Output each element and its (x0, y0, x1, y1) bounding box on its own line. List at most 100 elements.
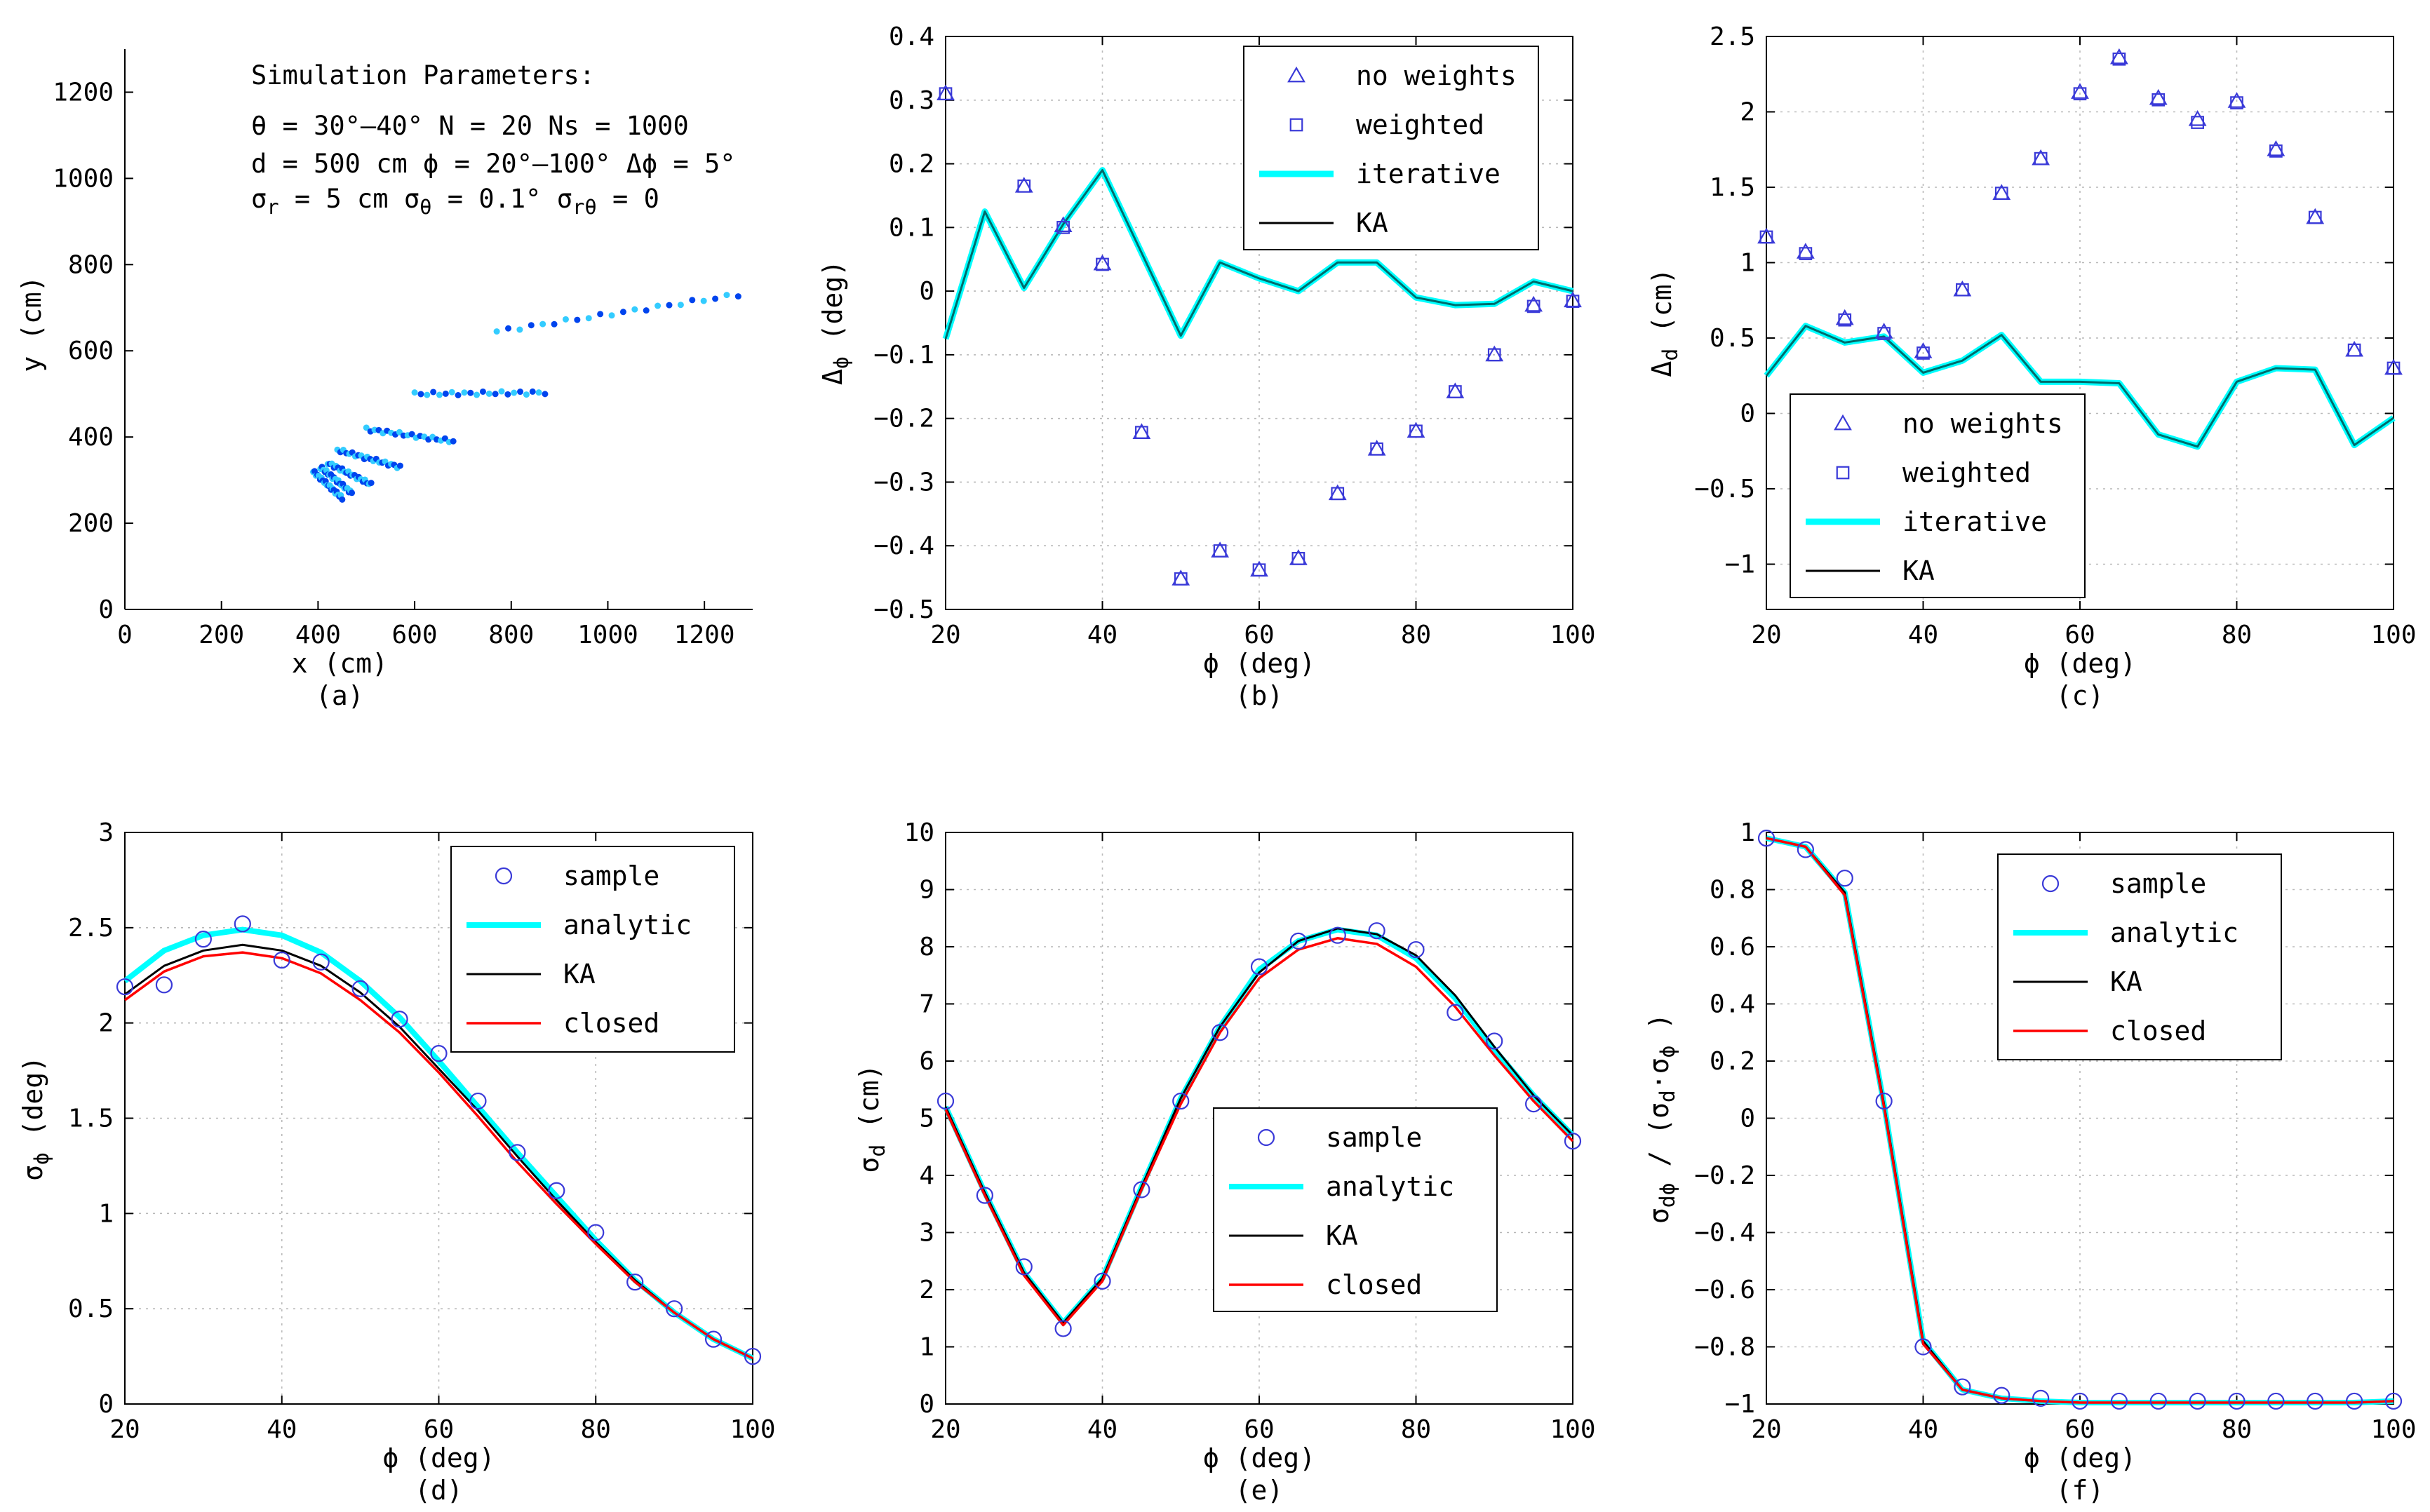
square-marker (1370, 442, 1383, 456)
circle-marker (1172, 1092, 1190, 1110)
square-marker (1252, 563, 1266, 577)
y-axis-label: σdϕ / (σd·σϕ ) (1644, 1013, 1679, 1224)
scatter-point (504, 391, 511, 398)
scatter-point (608, 312, 615, 319)
scatter-point (723, 292, 730, 299)
y-tick-label: 7 (919, 990, 934, 1019)
x-tick-label: 600 (392, 621, 438, 649)
circle-marker (2307, 1392, 2324, 1410)
triangle-marker (1524, 295, 1543, 312)
square-marker (1331, 487, 1345, 501)
circle-marker (2384, 1392, 2403, 1410)
scatter-point (551, 320, 558, 328)
panel-caption: (f) (2056, 1475, 2105, 1506)
y-tick-label: 1000 (53, 164, 114, 193)
square-marker (1994, 187, 2008, 200)
x-tick-label: 100 (1550, 1415, 1595, 1444)
square-marker (1759, 230, 1773, 244)
y-axis-label: σϕ (deg) (18, 1056, 53, 1181)
circle-marker (351, 980, 369, 997)
legend-label: KA (2110, 966, 2142, 997)
y-tick-label: −0.3 (873, 468, 934, 497)
circle-marker (1564, 1132, 1582, 1150)
y-axis-label: y (cm) (16, 276, 47, 372)
legend-label: sample (1326, 1122, 1422, 1153)
x-axis-label: ϕ (deg) (2024, 648, 2136, 679)
legend-item: analytic (466, 910, 692, 940)
y-tick-label: 2.5 (68, 914, 114, 943)
square-marker (1917, 346, 1930, 360)
y-tick-label: 2 (919, 1276, 934, 1304)
circle-marker (1486, 1032, 1503, 1050)
legend-item: iterative (1806, 506, 2047, 537)
legend: no weights weighted iterative KA (1790, 393, 2086, 598)
x-tick-label: 200 (199, 621, 244, 649)
scatter-point (408, 431, 415, 438)
x-tick-label: 40 (267, 1415, 297, 1444)
legend: sample analytic KA closed (1997, 853, 2282, 1060)
circle-marker (2032, 1389, 2050, 1407)
circle-marker (937, 1092, 955, 1110)
scatter-point (442, 390, 449, 397)
scatter-point (493, 328, 500, 335)
scatter-point (430, 389, 437, 396)
point-cluster (363, 424, 457, 445)
series-points-weighted (1759, 52, 2401, 375)
circle-marker (587, 1224, 605, 1241)
x-tick-label: 20 (930, 1415, 960, 1444)
circle-marker (2228, 1392, 2246, 1410)
y-tick-label: 2 (1740, 98, 1755, 127)
y-tick-label: 1.5 (68, 1105, 114, 1133)
circle-marker (1289, 932, 1307, 950)
point-cluster (493, 292, 741, 335)
x-tick-label: 1000 (577, 621, 638, 649)
legend-label: analytic (2110, 917, 2238, 948)
square-marker (1017, 179, 1031, 193)
x-tick-label: 60 (2065, 1415, 2095, 1444)
legend-item: KA (2013, 966, 2142, 997)
x-axis-label: ϕ (deg) (1203, 1443, 1315, 1473)
circle-marker (469, 1092, 487, 1110)
y-tick-label: 200 (68, 509, 114, 538)
legend-label: closed (2110, 1015, 2206, 1046)
scatter-point (528, 322, 535, 329)
scatter-point (542, 391, 549, 398)
y-tick-label: 800 (68, 250, 114, 279)
scatter-point (523, 391, 530, 398)
square-marker (2269, 144, 2283, 158)
scatter-point (677, 302, 684, 309)
panel-caption: (b) (1235, 680, 1284, 711)
panel-caption: (c) (2056, 680, 2105, 711)
square-marker (1449, 385, 1462, 398)
circle-marker (1015, 1258, 1033, 1276)
square-marker (1174, 572, 1188, 586)
scatter-point (479, 388, 486, 395)
series-points-sample (116, 915, 762, 1365)
square-marker (1838, 313, 1852, 327)
y-tick-label: 0 (1740, 400, 1755, 428)
x-tick-label: 100 (1550, 621, 1595, 649)
params-title: Simulation Parameters: (251, 60, 595, 90)
y-tick-label: 0 (1740, 1105, 1755, 1133)
series-points-sample (1757, 830, 2403, 1410)
legend: no weights weighted iterative KA (1243, 46, 1539, 250)
panel-caption: (e) (1235, 1475, 1284, 1506)
series-line-ka (1765, 325, 2394, 448)
square-marker (2308, 210, 2322, 224)
scatter-point (448, 389, 455, 396)
legend-item: KA (1806, 555, 1935, 586)
triangle-marker (1914, 342, 1933, 358)
legend-item: KA (1229, 1220, 1358, 1251)
legend-item: weighted (1289, 109, 1484, 140)
x-axis-label: x (cm) (292, 648, 388, 679)
square-marker (1135, 426, 1148, 439)
y-tick-label: 400 (68, 423, 114, 452)
legend-label: no weights (1902, 408, 2063, 439)
point-cluster (324, 460, 375, 487)
x-tick-label: 60 (424, 1415, 454, 1444)
y-tick-label: 600 (68, 337, 114, 365)
circle-marker (2149, 1392, 2167, 1410)
square-marker (1096, 257, 1109, 271)
circle-marker (626, 1274, 644, 1291)
legend-label: iterative (1356, 158, 1501, 189)
